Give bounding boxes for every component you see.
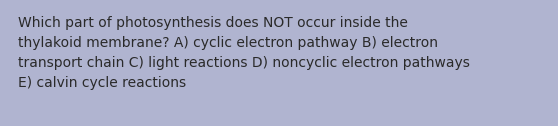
Text: Which part of photosynthesis does NOT occur inside the
thylakoid membrane? A) cy: Which part of photosynthesis does NOT oc…	[18, 16, 470, 90]
